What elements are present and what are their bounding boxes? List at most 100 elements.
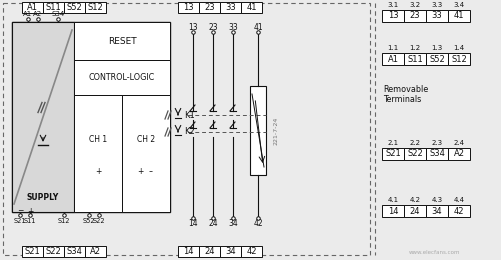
Bar [426,53,448,65]
Bar [382,148,404,160]
Bar [426,148,448,160]
Bar [64,2,85,13]
Bar [404,148,426,160]
Bar [448,205,470,217]
Bar [12,22,74,212]
Bar [382,10,404,22]
Text: S22: S22 [93,218,105,224]
Text: 23: 23 [208,23,218,32]
Text: 23: 23 [410,11,420,21]
Text: 1.4: 1.4 [453,45,464,51]
Bar [404,205,426,217]
Bar [122,95,170,212]
Bar [448,148,470,160]
Text: K2: K2 [184,127,195,136]
Text: 41: 41 [246,3,257,12]
Bar [382,205,404,217]
Text: 4.3: 4.3 [431,197,442,203]
Text: 33: 33 [432,11,442,21]
Text: S11: S11 [24,218,36,224]
Bar [64,246,85,257]
Text: +  –: + – [138,167,153,176]
Text: 3.1: 3.1 [387,2,399,8]
Text: 24: 24 [208,219,218,229]
Text: 13: 13 [188,23,198,32]
Text: www.elecfans.com: www.elecfans.com [409,250,461,256]
Text: 41: 41 [253,23,263,32]
Bar [404,53,426,65]
Text: S34: S34 [429,150,445,159]
Text: 42: 42 [253,219,263,229]
Text: A1: A1 [24,11,33,17]
Text: Removable: Removable [383,86,428,94]
Bar [382,53,404,65]
Text: CH 1: CH 1 [89,135,107,144]
Text: 3.3: 3.3 [431,2,442,8]
Text: A2: A2 [90,247,101,256]
Bar [22,2,43,13]
Bar [241,246,262,257]
Bar [448,10,470,22]
Text: 3.2: 3.2 [409,2,420,8]
Bar [74,95,122,212]
Text: 14: 14 [188,219,198,229]
Text: S52: S52 [429,55,445,63]
Text: RESET: RESET [108,36,136,46]
Bar [74,60,170,95]
Text: S52: S52 [83,218,95,224]
Text: S12: S12 [88,3,103,12]
Text: A1: A1 [27,3,38,12]
Bar [43,2,64,13]
Text: 4.1: 4.1 [387,197,399,203]
Text: A1: A1 [387,55,398,63]
Text: 13: 13 [183,3,194,12]
Text: 1.2: 1.2 [409,45,420,51]
Text: 13: 13 [388,11,398,21]
Text: Terminals: Terminals [383,95,421,105]
Text: 34: 34 [432,206,442,216]
Text: 42: 42 [246,247,257,256]
Text: 34: 34 [228,219,238,229]
Text: S11: S11 [46,3,62,12]
Text: 41: 41 [454,11,464,21]
Text: S22: S22 [407,150,423,159]
Text: 4.4: 4.4 [453,197,464,203]
Bar [12,22,170,212]
Bar [22,246,43,257]
Bar [43,246,64,257]
Text: 2.4: 2.4 [453,140,464,146]
Text: S11: S11 [407,55,423,63]
Text: 24: 24 [410,206,420,216]
Text: S34: S34 [52,11,65,17]
Bar [250,86,266,175]
Text: S21: S21 [25,247,41,256]
Text: 1.1: 1.1 [387,45,399,51]
Bar [85,246,106,257]
Text: S22: S22 [46,247,62,256]
Text: −: − [17,206,23,216]
Text: A2: A2 [34,11,43,17]
Text: 14: 14 [183,247,194,256]
Bar [85,2,106,13]
Bar [3,3,370,255]
Text: 23: 23 [204,3,215,12]
Text: K1: K1 [184,110,195,120]
Bar [448,53,470,65]
Text: 221-7-24: 221-7-24 [274,116,279,145]
Text: 24: 24 [204,247,215,256]
Text: 42: 42 [454,206,464,216]
Text: 34: 34 [225,247,236,256]
Text: 4.2: 4.2 [409,197,420,203]
Text: SUPPLY: SUPPLY [27,193,59,203]
Text: S12: S12 [58,218,70,224]
Bar [199,2,220,13]
Bar [178,246,199,257]
Text: +: + [27,206,33,216]
Bar [241,2,262,13]
Bar [178,2,199,13]
Bar [220,246,241,257]
Bar [199,246,220,257]
Text: CONTROL-LOGIC: CONTROL-LOGIC [89,73,155,82]
Bar [74,22,170,60]
Text: CH 2: CH 2 [137,135,155,144]
